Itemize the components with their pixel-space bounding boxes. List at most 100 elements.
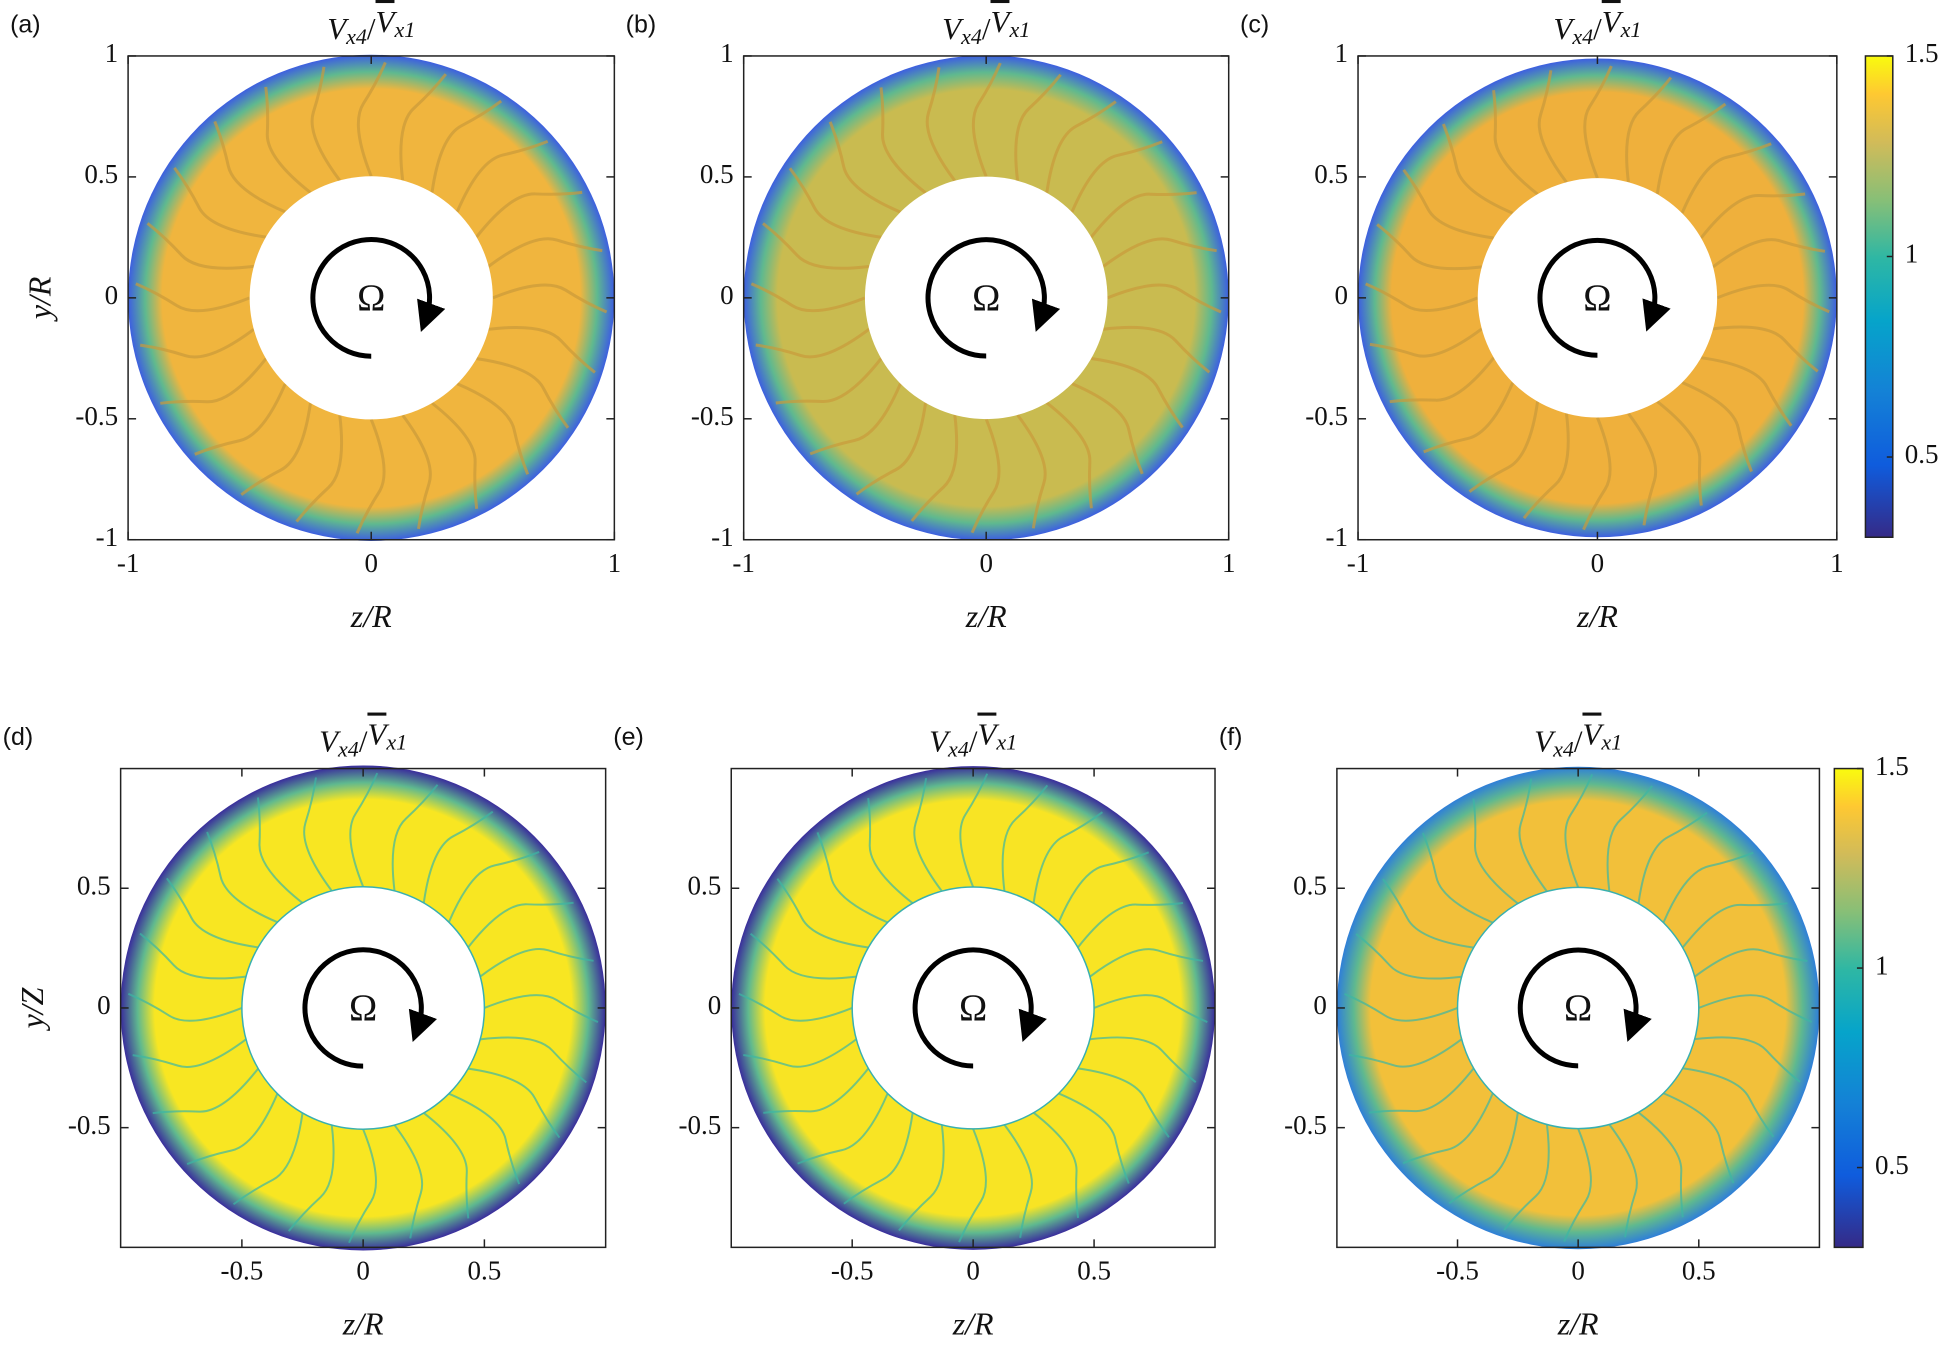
blade-wake [843,1112,914,1205]
title-part: x1 [1600,730,1622,755]
blade-wake [1071,382,1144,475]
blade-wake [1700,356,1793,427]
y-tick-label: -1 [1326,522,1349,552]
x-tick-label: -1 [1347,548,1370,578]
blade-wake [1564,773,1594,888]
blade-wake [240,402,312,496]
title-part: x4 [337,737,359,762]
blade-wake [958,1128,987,1243]
blade-wake [797,1093,889,1165]
blade-wake [971,62,1002,178]
y-tick-label: 0 [1335,280,1349,310]
blade-wake [1369,327,1483,358]
blade-wake [1348,1038,1463,1068]
x-tick-label: 0 [1591,548,1605,578]
blade-wake [430,99,503,193]
blade-wake [1421,832,1494,924]
x-tick-label: 0.5 [1077,1256,1111,1286]
y-tick-label: 0.5 [1293,870,1327,900]
hub [249,176,493,420]
y-tick-label: 0 [720,280,734,310]
x-tick-label: 0.5 [468,1256,502,1286]
title-part: x1 [385,730,407,755]
x-tick-label: 0.5 [1682,1256,1716,1286]
blade-wake [1712,325,1819,373]
title-part: / [367,11,376,46]
blade-wake [1090,356,1184,429]
blade-wake [1627,412,1658,526]
blade-wake [476,357,570,429]
blade-wake [1492,89,1539,196]
blade-wake [1106,283,1222,314]
y-tick-label: -0.5 [75,401,118,431]
blade-wake [1563,1128,1592,1242]
x-tick-label: 0 [966,1256,980,1286]
colorbar-tick-label: 0.5 [1905,439,1939,469]
title-part: V [1602,4,1624,39]
blade-wake [303,777,333,892]
title-part: V [1534,724,1556,759]
blade-wake [1608,1123,1638,1238]
blade-wake [1423,381,1515,454]
blade-wake [1655,102,1727,195]
blade-wake [1003,1124,1033,1238]
colorbar [1864,55,1894,538]
blade-wake [1637,811,1708,904]
blade-wake [1518,778,1548,893]
blade-wake [1344,993,1458,1022]
blade-wake [256,797,304,904]
blade-wake [348,1128,377,1244]
y-tick-label: 0 [97,990,111,1020]
blade-wake [127,992,243,1022]
blade-wake [206,831,278,924]
x-tick-label: 0 [364,548,378,578]
blade-wake [160,357,268,405]
y-tick-label: -0.5 [1305,401,1348,431]
blade-wake [1583,65,1613,179]
title-part: V [977,717,999,752]
blade-wake [1070,140,1163,213]
title-part: V [376,4,398,39]
panel-label: (b) [626,11,657,39]
blade-wake [867,797,914,905]
blade-wake [1698,994,1813,1023]
blade-wake [1057,851,1150,923]
hub [1456,886,1700,1130]
blade-wake [448,1092,521,1185]
title-part: x4 [1552,737,1574,762]
blade-wake [232,1112,304,1206]
blade-wake [763,1067,870,1114]
title-part: V [942,11,964,46]
title-part: x1 [1620,17,1642,42]
blade-wake [475,190,583,238]
title: Vx4/Vx1 [1553,4,1641,49]
blade-wake [1468,401,1540,493]
blade-wake [479,948,594,978]
blade-wake [1663,1092,1735,1184]
blade-wake [295,415,344,523]
hub [241,885,486,1130]
blade-wake [776,878,869,949]
y-tick-label: 0 [708,990,722,1020]
y-tick-label: 0.5 [1314,159,1348,189]
blade-wake [139,328,255,359]
blade-wake [1365,282,1479,312]
colorbar-tick-label: 1 [1905,239,1919,269]
panel-label: (d) [3,723,34,751]
blade-wake [1045,100,1117,194]
omega-label: Ω [959,988,987,1030]
blade-wake [1077,1067,1170,1138]
x-tick-label: -1 [732,548,755,578]
blade-wake [264,86,312,194]
blade-wake [1681,381,1753,473]
blade-wake [913,777,943,892]
y-axis-label: y/Z [14,986,50,1031]
x-axis-label: z/R [342,1306,384,1342]
title-part: x1 [995,730,1017,755]
blade-wake [1681,902,1788,949]
omega-label: Ω [1564,988,1592,1030]
y-tick-label: 1 [105,38,119,68]
title-part: / [982,11,991,46]
hub [1477,178,1718,418]
blade-wake [1682,1067,1775,1138]
